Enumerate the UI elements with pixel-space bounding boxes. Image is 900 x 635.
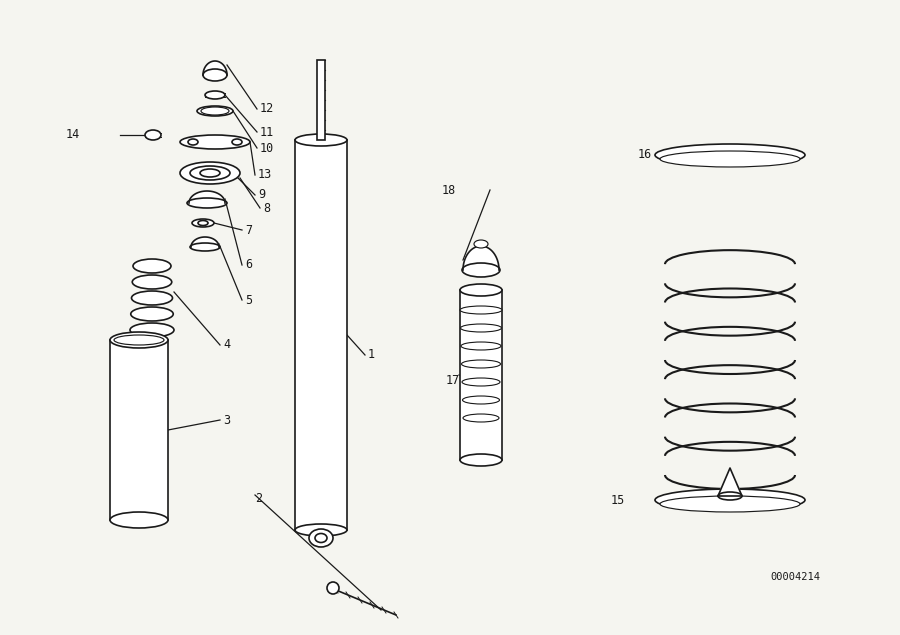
Text: 3: 3 <box>223 413 230 427</box>
Ellipse shape <box>460 454 502 466</box>
Ellipse shape <box>190 243 220 251</box>
Polygon shape <box>463 246 499 270</box>
Ellipse shape <box>462 360 500 368</box>
Ellipse shape <box>461 342 501 350</box>
Text: 8: 8 <box>263 201 270 215</box>
Ellipse shape <box>187 198 227 208</box>
Ellipse shape <box>460 306 502 314</box>
Ellipse shape <box>462 263 500 277</box>
Text: 14: 14 <box>66 128 80 142</box>
Ellipse shape <box>205 91 225 99</box>
Ellipse shape <box>200 169 220 177</box>
Ellipse shape <box>110 512 168 528</box>
Text: 9: 9 <box>258 189 265 201</box>
FancyBboxPatch shape <box>317 60 325 140</box>
Ellipse shape <box>655 144 805 166</box>
Polygon shape <box>191 237 219 247</box>
Ellipse shape <box>145 130 161 140</box>
Ellipse shape <box>190 166 230 180</box>
Ellipse shape <box>460 284 502 296</box>
Ellipse shape <box>309 529 333 547</box>
Ellipse shape <box>201 107 229 115</box>
Text: 12: 12 <box>260 102 274 116</box>
Ellipse shape <box>130 307 173 321</box>
Ellipse shape <box>180 135 250 149</box>
Text: 16: 16 <box>638 149 652 161</box>
Text: 6: 6 <box>245 258 252 272</box>
Text: 7: 7 <box>245 224 252 236</box>
Ellipse shape <box>114 335 164 345</box>
Ellipse shape <box>198 220 208 225</box>
Text: 11: 11 <box>260 126 274 138</box>
Ellipse shape <box>660 151 800 167</box>
Ellipse shape <box>462 378 500 386</box>
Ellipse shape <box>210 108 220 114</box>
Polygon shape <box>189 191 225 203</box>
Ellipse shape <box>718 492 742 500</box>
Ellipse shape <box>315 533 327 542</box>
Ellipse shape <box>110 332 168 348</box>
Ellipse shape <box>327 582 339 594</box>
Text: 18: 18 <box>442 184 456 196</box>
Polygon shape <box>718 468 742 496</box>
Polygon shape <box>203 61 227 75</box>
Ellipse shape <box>295 524 347 536</box>
FancyBboxPatch shape <box>295 140 347 530</box>
Ellipse shape <box>295 134 347 146</box>
Ellipse shape <box>474 240 488 248</box>
Text: 4: 4 <box>223 338 230 352</box>
Ellipse shape <box>461 324 501 332</box>
Text: 10: 10 <box>260 142 274 154</box>
Ellipse shape <box>463 414 499 422</box>
Ellipse shape <box>660 496 800 512</box>
Ellipse shape <box>192 219 214 227</box>
FancyBboxPatch shape <box>110 340 168 520</box>
Text: 13: 13 <box>258 168 272 182</box>
Text: 2: 2 <box>255 491 262 504</box>
Ellipse shape <box>655 489 805 511</box>
Text: 1: 1 <box>368 349 375 361</box>
Ellipse shape <box>180 162 240 184</box>
Ellipse shape <box>130 323 174 337</box>
Ellipse shape <box>133 259 171 273</box>
Ellipse shape <box>463 396 500 404</box>
FancyBboxPatch shape <box>460 290 502 460</box>
Text: 00004214: 00004214 <box>770 572 820 582</box>
Ellipse shape <box>188 139 198 145</box>
Text: 15: 15 <box>611 493 625 507</box>
Text: 5: 5 <box>245 293 252 307</box>
Ellipse shape <box>203 69 227 81</box>
Text: 17: 17 <box>446 373 460 387</box>
Ellipse shape <box>132 275 172 289</box>
Ellipse shape <box>232 139 242 145</box>
Ellipse shape <box>131 291 173 305</box>
Ellipse shape <box>197 106 233 116</box>
